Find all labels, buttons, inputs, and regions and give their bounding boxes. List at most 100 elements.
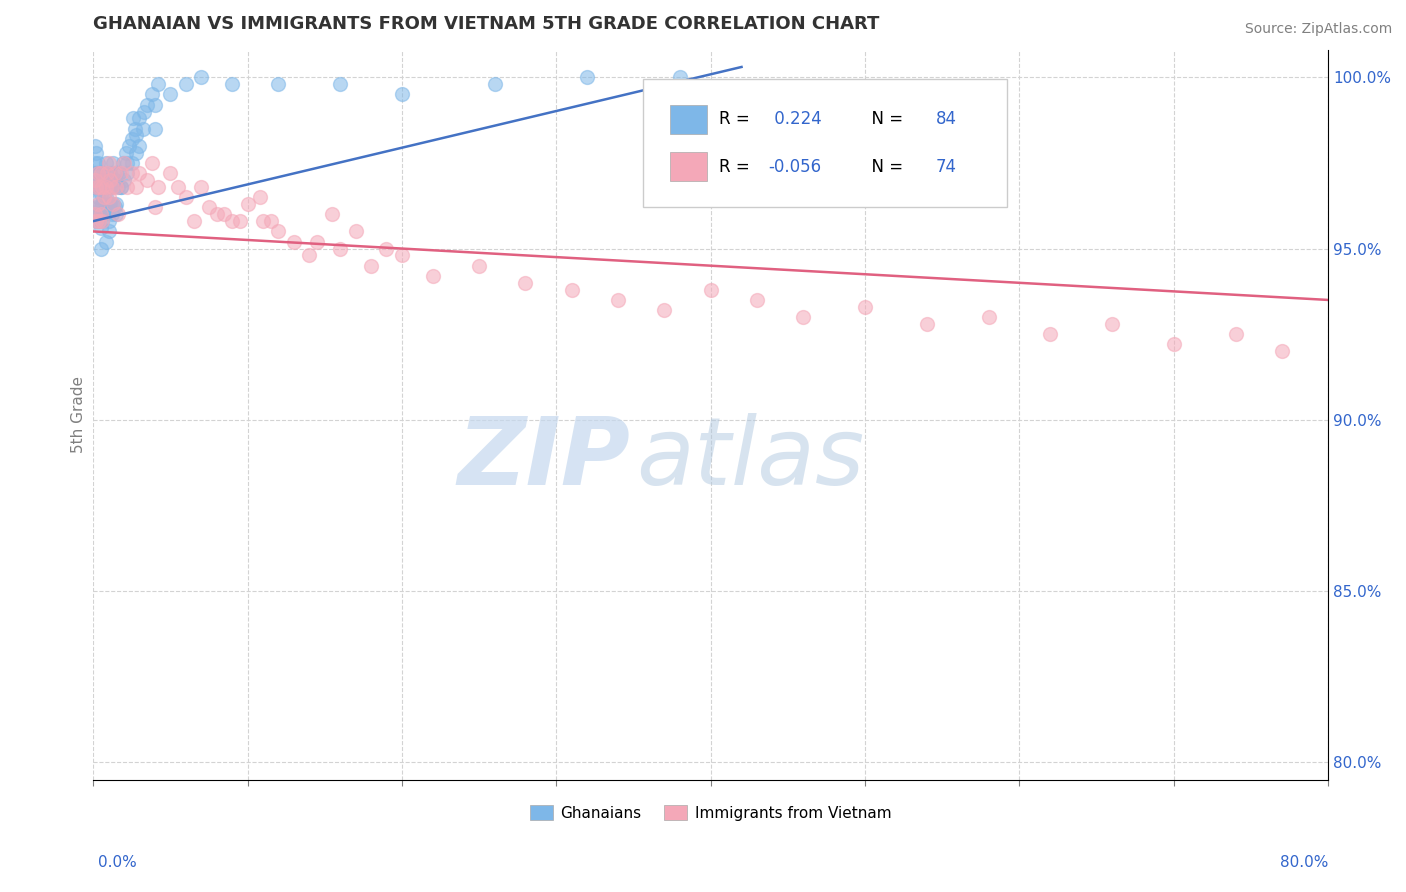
Point — [98, 166, 121, 180]
Point — [110, 180, 132, 194]
Point — [89, 166, 111, 180]
Point — [915, 317, 938, 331]
Point — [93, 190, 115, 204]
Point — [183, 214, 205, 228]
Point — [174, 190, 197, 204]
Point — [422, 268, 444, 283]
Point — [143, 201, 166, 215]
Point — [236, 197, 259, 211]
Point — [298, 248, 321, 262]
Point — [83, 156, 105, 170]
Point — [141, 87, 163, 102]
Point — [375, 242, 398, 256]
Point — [104, 201, 127, 215]
Text: atlas: atlas — [637, 413, 865, 504]
Point — [89, 201, 111, 215]
Point — [205, 207, 228, 221]
Point — [100, 180, 122, 194]
Point — [105, 180, 128, 194]
Text: R =: R = — [720, 158, 755, 176]
Text: GHANAIAN VS IMMIGRANTS FROM VIETNAM 5TH GRADE CORRELATION CHART: GHANAIAN VS IMMIGRANTS FROM VIETNAM 5TH … — [93, 15, 880, 33]
Point — [260, 214, 283, 228]
Point — [90, 201, 112, 215]
Point — [143, 97, 166, 112]
Point — [267, 77, 290, 91]
Point — [321, 207, 343, 221]
Text: N =: N = — [862, 158, 908, 176]
Point — [96, 166, 118, 180]
Point — [267, 224, 290, 238]
Point — [252, 214, 274, 228]
Point — [83, 166, 105, 180]
Point — [94, 235, 117, 249]
Text: 74: 74 — [935, 158, 956, 176]
Point — [104, 173, 127, 187]
Point — [229, 214, 252, 228]
Point — [1101, 317, 1123, 331]
Point — [93, 207, 115, 221]
Point — [91, 214, 114, 228]
Point — [90, 221, 112, 235]
FancyBboxPatch shape — [643, 79, 1007, 207]
Point — [124, 121, 146, 136]
Point — [87, 207, 110, 221]
Point — [122, 112, 145, 126]
Point — [83, 138, 105, 153]
Point — [105, 166, 128, 180]
Point — [221, 214, 243, 228]
Point — [90, 186, 112, 201]
Point — [125, 128, 148, 143]
Point — [98, 173, 121, 187]
Point — [1225, 327, 1247, 342]
Point — [103, 197, 125, 211]
Point — [136, 173, 159, 187]
Point — [121, 156, 143, 170]
Point — [143, 121, 166, 136]
Point — [190, 70, 212, 85]
Point — [93, 190, 115, 204]
Point — [344, 224, 367, 238]
Point — [792, 310, 814, 324]
Point — [128, 166, 150, 180]
Point — [125, 145, 148, 160]
Point — [607, 293, 630, 307]
Point — [104, 166, 127, 180]
Point — [89, 180, 111, 194]
Point — [84, 201, 107, 215]
Point — [100, 180, 122, 194]
Point — [249, 190, 271, 204]
Point — [1271, 344, 1294, 359]
Point — [105, 207, 128, 221]
Point — [221, 77, 243, 91]
Point — [84, 214, 107, 228]
Point — [329, 242, 352, 256]
Point — [198, 201, 221, 215]
Point — [305, 235, 328, 249]
Point — [112, 156, 135, 170]
Point — [128, 138, 150, 153]
Point — [87, 173, 110, 187]
Point — [121, 132, 143, 146]
Point — [146, 180, 169, 194]
Point — [90, 207, 112, 221]
Point — [576, 70, 599, 85]
Point — [97, 214, 120, 228]
Point — [83, 207, 105, 221]
Point — [96, 173, 118, 187]
Point — [107, 180, 129, 194]
Point — [391, 87, 413, 102]
Point — [484, 77, 506, 91]
Y-axis label: 5th Grade: 5th Grade — [72, 376, 86, 453]
Point — [468, 259, 491, 273]
Point — [105, 197, 128, 211]
Point — [97, 180, 120, 194]
Point — [391, 248, 413, 262]
Point — [84, 180, 107, 194]
Legend: Ghanaians, Immigrants from Vietnam: Ghanaians, Immigrants from Vietnam — [523, 798, 897, 827]
Point — [84, 180, 107, 194]
Text: 0.0%: 0.0% — [98, 855, 138, 870]
Point — [118, 138, 141, 153]
Point — [561, 283, 583, 297]
Point — [110, 180, 132, 194]
Point — [115, 166, 138, 180]
